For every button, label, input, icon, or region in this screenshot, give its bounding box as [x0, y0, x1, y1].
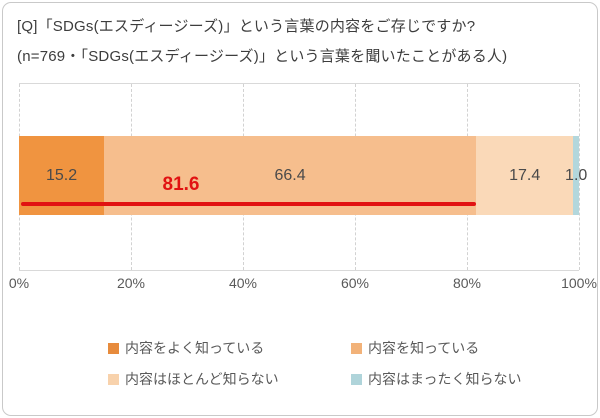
legend-item-label: 内容はまったく知らない	[368, 371, 522, 387]
x-axis-tick-0%: 0%	[8, 275, 30, 291]
legend-swatch-icon	[351, 373, 362, 385]
bar-segment-value-label: 15.2	[45, 166, 78, 184]
bar-segment-3: 17.4	[475, 136, 574, 215]
legend-item-label: 内容をよく知っている	[125, 340, 265, 356]
legend-swatch-icon	[108, 342, 119, 354]
legend: 内容をよく知っている 内容を知っている内容はほとんど知らない 内容はまったく知らない	[108, 338, 521, 389]
bar-segment-value-label: 1.0	[565, 166, 588, 184]
x-axis-tick-100%: 100%	[561, 275, 597, 291]
legend-item-2: 内容を知っている	[351, 338, 521, 358]
x-axis-tick-80%: 80%	[452, 275, 482, 291]
legend-swatch-icon	[108, 373, 119, 385]
legend-item-label: 内容はほとんど知らない	[125, 371, 279, 387]
legend-item-3: 内容はほとんど知らない	[108, 369, 351, 389]
stacked-bar: 15.2 66.4 17.4 1.0	[19, 136, 587, 215]
chart-question-title: [Q]「SDGs(エスディージーズ)」という言葉の内容をご存じですか?	[17, 18, 476, 35]
x-axis: 0% 20% 40% 60% 80% 100%	[9, 275, 597, 293]
cumulative-total-line	[21, 202, 476, 206]
bar-segment-value-label: 17.4	[509, 166, 541, 184]
gridline-100%	[579, 84, 580, 270]
bar-segment-value-label: 66.4	[274, 166, 306, 184]
x-axis-tick-40%: 40%	[228, 275, 258, 291]
legend-item-1: 内容をよく知っている	[108, 338, 351, 358]
x-axis-tick-60%: 60%	[340, 275, 370, 291]
cumulative-total-label: 81.6	[162, 174, 200, 195]
bar-segment-2: 66.4	[104, 136, 476, 215]
plot-area: 15.2 66.4 17.4 1.0 81.6	[19, 83, 587, 271]
bar-segment-4: 1.0	[565, 136, 587, 215]
legend-item-4: 内容はまったく知らない	[351, 369, 521, 389]
chart-sample-subtitle: (n=769・「SDGs(エスディージーズ)」という言葉を聞いたことがある人)	[17, 48, 508, 65]
bar-segment-1: 15.2	[19, 136, 105, 215]
legend-item-label: 内容を知っている	[368, 340, 480, 356]
legend-swatch-icon	[351, 342, 362, 354]
x-axis-tick-20%: 20%	[116, 275, 146, 291]
